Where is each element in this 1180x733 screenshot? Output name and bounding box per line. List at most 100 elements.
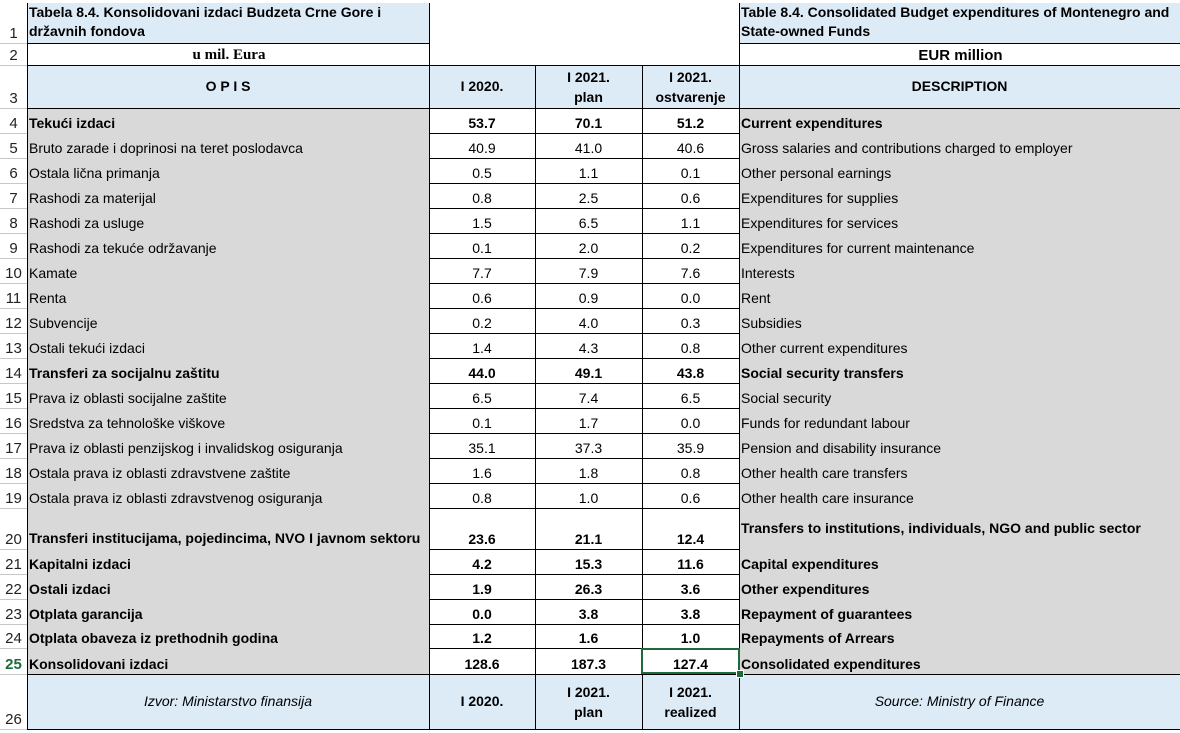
cell-plan[interactable]: 6.5	[535, 208, 642, 233]
row-header[interactable]: 26	[0, 674, 27, 729]
cell-en[interactable]: Transfers to institutions, individuals, …	[739, 508, 1180, 549]
cell-real[interactable]: 0.6	[642, 183, 739, 208]
cell-me[interactable]: Ostala prava iz oblasti zdravstvenog osi…	[27, 483, 429, 508]
cell-real[interactable]: 3.8	[642, 599, 739, 624]
row-header[interactable]: 20	[0, 508, 27, 549]
row-header[interactable]: 6	[0, 158, 27, 183]
cell-real[interactable]: 1.0	[642, 624, 739, 648]
title-gap-cell[interactable]	[429, 3, 739, 65]
cell-v2020[interactable]: 23.6	[429, 508, 535, 549]
row-header[interactable]: 8	[0, 208, 27, 233]
cell-en[interactable]: Other current expenditures	[739, 333, 1180, 358]
cell-en[interactable]: Other health care insurance	[739, 483, 1180, 508]
footer-2021-real-cell[interactable]: I 2021. realized	[642, 674, 739, 729]
cell-me[interactable]: Sredstva za tehnološke viškove	[27, 408, 429, 433]
cell-v2020[interactable]: 128.6	[429, 648, 535, 674]
cell-me[interactable]: Subvencije	[27, 308, 429, 333]
unit-me-cell[interactable]: u mil. Eura	[27, 43, 429, 65]
footer-2021-plan-cell[interactable]: I 2021. plan	[535, 674, 642, 729]
row-header[interactable]: 1	[0, 3, 27, 43]
row-header[interactable]: 3	[0, 65, 27, 108]
row-header[interactable]: 23	[0, 599, 27, 624]
row-header[interactable]: 24	[0, 624, 27, 648]
cell-v2020[interactable]: 0.5	[429, 158, 535, 183]
cell-real[interactable]: 0.2	[642, 233, 739, 258]
cell-real[interactable]: 6.5	[642, 383, 739, 408]
cell-plan[interactable]: 49.1	[535, 358, 642, 383]
cell-v2020[interactable]: 1.6	[429, 458, 535, 483]
cell-me[interactable]: Renta	[27, 283, 429, 308]
cell-me[interactable]: Ostali izdaci	[27, 574, 429, 599]
source-me-cell[interactable]: Izvor: Ministarstvo finansija	[27, 674, 429, 729]
cell-v2020[interactable]: 1.4	[429, 333, 535, 358]
cell-v2020[interactable]: 6.5	[429, 383, 535, 408]
cell-v2020[interactable]: 0.1	[429, 408, 535, 433]
cell-real[interactable]: 1.1	[642, 208, 739, 233]
cell-v2020[interactable]: 53.7	[429, 108, 535, 133]
row-header[interactable]: 22	[0, 574, 27, 599]
cell-plan[interactable]: 2.0	[535, 233, 642, 258]
cell-v2020[interactable]: 4.2	[429, 549, 535, 574]
cell-me[interactable]: Rashodi za tekuće održavanje	[27, 233, 429, 258]
cell-plan[interactable]: 21.1	[535, 508, 642, 549]
cell-plan[interactable]: 1.1	[535, 158, 642, 183]
cell-v2020[interactable]: 1.9	[429, 574, 535, 599]
cell-v2020[interactable]: 0.8	[429, 483, 535, 508]
cell-me[interactable]: Prava iz oblasti penzijskog i invalidsko…	[27, 433, 429, 458]
row-header[interactable]: 9	[0, 233, 27, 258]
cell-me[interactable]: Tekući izdaci	[27, 108, 429, 133]
row-header[interactable]: 4	[0, 108, 27, 133]
unit-en-cell[interactable]: EUR million	[739, 43, 1180, 65]
cell-me[interactable]: Kamate	[27, 258, 429, 283]
cell-plan[interactable]: 2.5	[535, 183, 642, 208]
cell-v2020[interactable]: 0.1	[429, 233, 535, 258]
cell-v2020[interactable]: 35.1	[429, 433, 535, 458]
cell-real[interactable]: 43.8	[642, 358, 739, 383]
cell-me[interactable]: Otplata garancija	[27, 599, 429, 624]
cell-en[interactable]: Social security	[739, 383, 1180, 408]
cell-v2020[interactable]: 44.0	[429, 358, 535, 383]
cell-plan[interactable]: 41.0	[535, 133, 642, 158]
cell-me[interactable]: Rashodi za materijal	[27, 183, 429, 208]
cell-real[interactable]: 3.6	[642, 574, 739, 599]
cell-me[interactable]: Transferi za socijalnu zaštitu	[27, 358, 429, 383]
row-header[interactable]: 17	[0, 433, 27, 458]
cell-v2020[interactable]: 40.9	[429, 133, 535, 158]
cell-real[interactable]: 0.0	[642, 408, 739, 433]
cell-en[interactable]: Subsidies	[739, 308, 1180, 333]
cell-me[interactable]: Transferi institucijama, pojedincima, NV…	[27, 508, 429, 549]
cell-plan[interactable]: 187.3	[535, 648, 642, 674]
cell-plan[interactable]: 3.8	[535, 599, 642, 624]
cell-v2020[interactable]: 1.2	[429, 624, 535, 648]
cell-real[interactable]: 127.4	[642, 648, 739, 674]
cell-me[interactable]: Rashodi za usluge	[27, 208, 429, 233]
footer-2020-cell[interactable]: I 2020.	[429, 674, 535, 729]
cell-real[interactable]: 0.8	[642, 333, 739, 358]
cell-en[interactable]: Gross salaries and contributions charged…	[739, 133, 1180, 158]
cell-me[interactable]: Konsolidovani izdaci	[27, 648, 429, 674]
cell-me[interactable]: Ostala lična primanja	[27, 158, 429, 183]
cell-real[interactable]: 12.4	[642, 508, 739, 549]
col-desc-me-header[interactable]: O P I S	[27, 65, 429, 108]
cell-plan[interactable]: 26.3	[535, 574, 642, 599]
cell-en[interactable]: Repayment of guarantees	[739, 599, 1180, 624]
cell-en[interactable]: Consolidated expenditures	[739, 648, 1180, 674]
row-header[interactable]: 13	[0, 333, 27, 358]
cell-en[interactable]: Capital expenditures	[739, 549, 1180, 574]
cell-v2020[interactable]: 0.8	[429, 183, 535, 208]
cell-real[interactable]: 7.6	[642, 258, 739, 283]
row-header[interactable]: 5	[0, 133, 27, 158]
cell-en[interactable]: Expenditures for services	[739, 208, 1180, 233]
title-en-cell[interactable]: Table 8.4. Consolidated Budget expenditu…	[739, 3, 1180, 43]
cell-me[interactable]: Ostali tekući izdaci	[27, 333, 429, 358]
cell-plan[interactable]: 1.8	[535, 458, 642, 483]
cell-en[interactable]: Other expenditures	[739, 574, 1180, 599]
col-2020-header[interactable]: I 2020.	[429, 65, 535, 108]
cell-real[interactable]: 0.8	[642, 458, 739, 483]
cell-v2020[interactable]: 0.2	[429, 308, 535, 333]
row-header[interactable]: 10	[0, 258, 27, 283]
cell-en[interactable]: Other health care transfers	[739, 458, 1180, 483]
cell-plan[interactable]: 4.0	[535, 308, 642, 333]
row-header[interactable]: 18	[0, 458, 27, 483]
cell-en[interactable]: Expenditures for supplies	[739, 183, 1180, 208]
